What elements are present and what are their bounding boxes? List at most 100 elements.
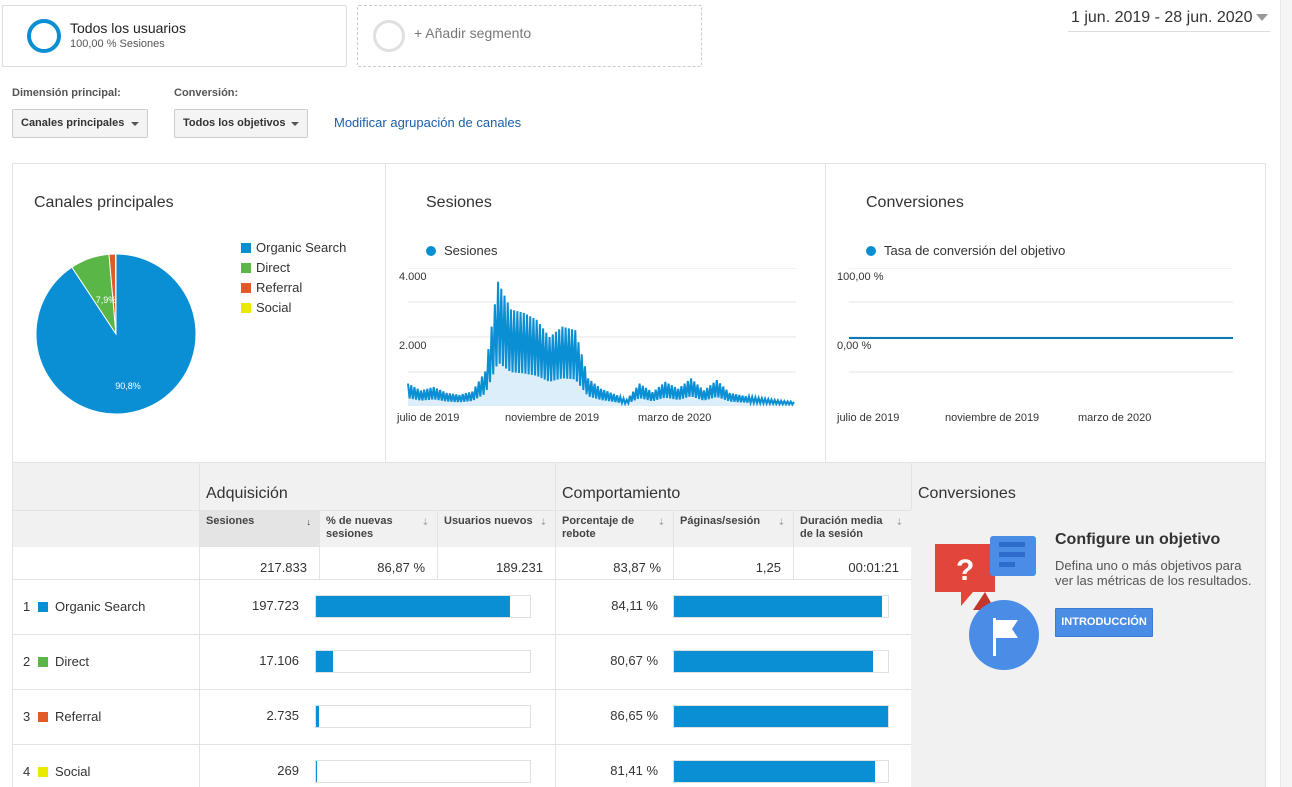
caret-down-icon [291,122,299,126]
row-divider [13,579,911,580]
date-range-picker[interactable]: 1 jun. 2019 - 28 jun. 2020 [1068,8,1270,32]
cell-divider [555,744,556,787]
table-row[interactable]: 4 Social 269 81,41 % [13,744,911,787]
column-head[interactable]: Usuarios nuevos ⇣ [437,510,555,547]
series-dot-icon [426,246,436,256]
table-row[interactable]: 1 Organic Search 197.723 84,11 % [13,579,911,634]
sessions-bar [315,650,531,673]
sessions-value: 17.106 [259,653,299,668]
add-segment-label: + Añadir segmento [414,25,532,41]
legend-swatch [241,243,251,253]
bounce-value: 81,41 % [610,763,658,778]
x-tick: marzo de 2020 [638,412,712,424]
table-row[interactable]: 3 Referral 2.735 86,65 % [13,689,911,744]
conversion-value: Todos los objetivos [183,117,286,129]
modify-grouping-link[interactable]: Modificar agrupación de canales [334,115,522,130]
legend-swatch [241,303,251,313]
primary-dimension-value: Canales principales [21,117,125,129]
segment-all-users[interactable]: Todos los usuarios 100,00 % Sesiones [2,5,347,67]
primary-dimension-label: Dimensión principal: [12,87,121,99]
channel-color-swatch [38,712,48,722]
y-tick: 2.000 [399,340,427,352]
channel-color-swatch [38,602,48,612]
row-number: 3 [23,709,31,724]
primary-dimension-select[interactable]: Canales principales [12,109,148,138]
date-range-label: 1 jun. 2019 - 28 jun. 2020 [1071,9,1253,26]
channel-link[interactable]: Organic Search [55,599,146,614]
channel-link[interactable]: Referral [55,709,102,724]
column-head[interactable]: Páginas/sesión ⇣ [673,510,793,547]
pie-slice-social[interactable] [114,253,117,335]
channels-pie-chart[interactable]: 90,8% 7,9% [31,249,201,419]
empty-segment-ring-icon [373,20,405,52]
bounce-value: 80,67 % [610,653,658,668]
conversions-line-chart[interactable] [835,268,1235,408]
bounce-value: 84,11 % [611,598,658,613]
sort-arrow-icon[interactable]: ⇣ [657,517,665,527]
column-head-label: Porcentaje de rebote [562,515,635,540]
x-tick: julio de 2019 [397,412,460,424]
channel-color-swatch [38,657,48,667]
conversions-legend[interactable]: Tasa de conversión del objetivo [866,243,1065,258]
bounce-bar-fill [674,596,882,617]
pie-legend-item[interactable]: Referral [241,280,302,295]
pie-legend-item[interactable]: Direct [241,260,290,275]
row-number: 4 [23,764,31,779]
row-divider [13,744,911,745]
sessions-value: 2.735 [266,708,299,723]
cell-divider [555,634,556,689]
sort-arrow-icon[interactable]: ⇣ [777,517,785,527]
sort-arrow-icon[interactable]: ↓ [306,517,312,527]
sessions-value: 269 [277,763,299,778]
sessions-bar-fill [316,596,511,617]
pie-legend-item[interactable]: Organic Search [241,240,346,255]
cell-divider [555,579,556,634]
pie-legend-item[interactable]: Social [241,300,291,315]
column-head[interactable]: Sesiones ↓ [199,510,319,547]
column-head[interactable]: Duración media de la sesión ⇣ [793,510,911,547]
segment-title: Todos los usuarios [70,20,186,36]
cell-divider [199,689,200,744]
sort-arrow-icon[interactable]: ⇣ [421,517,429,527]
add-segment-button[interactable]: + Añadir segmento [357,5,702,67]
sessions-legend[interactable]: Sesiones [426,243,497,258]
channels-table: Adquisición Comportamiento Conversiones … [12,463,1266,787]
row-number: 2 [23,654,31,669]
column-head-label: Duración media de la sesión [800,515,883,540]
column-head[interactable]: % de nuevas sesiones ⇣ [319,510,437,547]
group-behavior: Comportamiento [555,463,911,510]
sessions-bar [315,760,531,783]
scrollbar[interactable] [1280,0,1292,787]
cell-divider [199,744,200,787]
table-corner [13,463,199,510]
sort-arrow-icon[interactable]: ⇣ [895,517,903,527]
intro-button[interactable]: INTRODUCCIÓN [1055,608,1153,637]
channel-link[interactable]: Direct [55,654,89,669]
goal-illustration-icon: ? [935,536,1039,670]
sessions-series-line[interactable] [407,281,795,407]
legend-label: Organic Search [256,240,347,255]
cell-divider [555,689,556,744]
bounce-bar [673,595,889,618]
svg-text:?: ? [956,554,974,587]
y-tick: 100,00 % [837,271,884,283]
channels-chart-title: Canales principales [34,194,174,211]
group-conversions: Conversiones [911,463,1265,510]
caret-down-icon [1256,14,1268,21]
cell-divider [199,634,200,689]
sort-arrow-icon[interactable]: ⇣ [539,517,547,527]
column-head[interactable]: Porcentaje de rebote ⇣ [555,510,673,547]
channel-color-swatch [38,767,48,777]
goal-promo: ? Configure un objetivo Defina uno o más… [911,510,1265,787]
conversion-select[interactable]: Todos los objetivos [174,109,308,138]
x-tick: noviembre de 2019 [505,412,600,424]
sessions-line-chart[interactable] [396,268,796,408]
table-row[interactable]: 2 Direct 17.106 80,67 % [13,634,911,689]
legend-swatch [241,283,251,293]
channel-link[interactable]: Social [55,764,91,779]
bounce-bar [673,705,889,728]
row-divider [13,689,911,690]
column-head-label: Sesiones [206,515,255,527]
x-tick: noviembre de 2019 [945,412,1040,424]
y-tick: 0,00 % [837,340,872,352]
